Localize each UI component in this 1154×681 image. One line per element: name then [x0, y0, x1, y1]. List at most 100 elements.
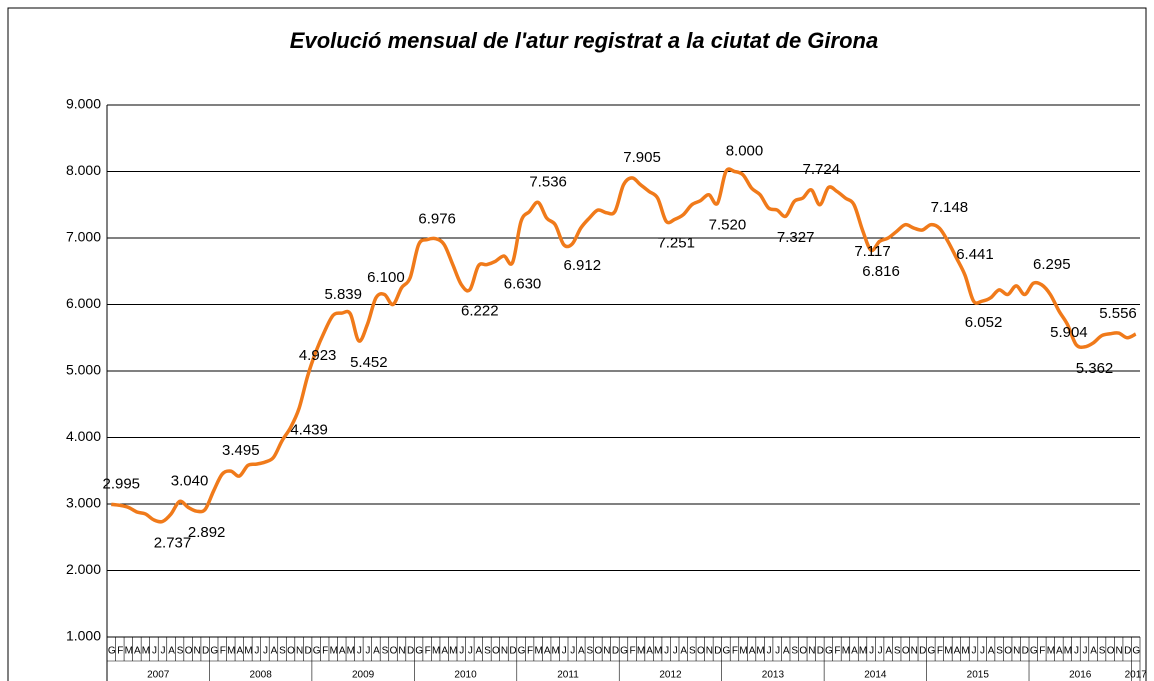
x-tick-label: S: [894, 646, 901, 657]
x-tick-label: S: [689, 646, 696, 657]
x-tick-label: G: [825, 646, 833, 657]
year-label: 2017: [1125, 670, 1148, 681]
data-label: 6.295: [1033, 256, 1071, 273]
x-tick-label: J: [562, 646, 567, 657]
x-tick-label: A: [680, 646, 687, 657]
x-tick-label: G: [415, 646, 423, 657]
x-tick-label: J: [1083, 646, 1088, 657]
x-tick-label: A: [646, 646, 653, 657]
x-tick-label: M: [739, 646, 747, 657]
x-tick-label: O: [697, 646, 705, 657]
x-tick-label: N: [398, 646, 405, 657]
x-tick-label: J: [570, 646, 575, 657]
x-tick-label: A: [476, 646, 483, 657]
x-tick-label: O: [1004, 646, 1012, 657]
data-label: 5.904: [1050, 324, 1088, 341]
data-label: 8.000: [726, 142, 764, 159]
x-tick-label: O: [1107, 646, 1115, 657]
x-tick-label: M: [961, 646, 969, 657]
chart-border: [7, 7, 1147, 681]
x-tick-label: M: [637, 646, 645, 657]
x-tick-label: G: [518, 646, 526, 657]
year-label: 2010: [454, 670, 477, 681]
x-tick-label: M: [842, 646, 850, 657]
x-tick-label: O: [492, 646, 500, 657]
x-tick-label: J: [459, 646, 464, 657]
x-tick-label: G: [313, 646, 321, 657]
x-tick-label: A: [885, 646, 892, 657]
x-tick-label: M: [125, 646, 133, 657]
data-label: 4.923: [299, 347, 337, 364]
x-tick-label: M: [227, 646, 235, 657]
x-tick-label: F: [220, 646, 226, 657]
year-label: 2015: [967, 670, 990, 681]
year-label: 2014: [864, 670, 887, 681]
data-label: 5.556: [1099, 305, 1137, 322]
x-tick-label: M: [654, 646, 662, 657]
x-tick-label: F: [1039, 646, 1045, 657]
x-tick-label: F: [322, 646, 328, 657]
data-label: 6.222: [461, 303, 499, 320]
x-tick-label: J: [357, 646, 362, 657]
x-tick-label: M: [756, 646, 764, 657]
year-label: 2016: [1069, 670, 1092, 681]
year-label: 2012: [659, 670, 682, 681]
x-tick-label: J: [980, 646, 985, 657]
x-tick-label: J: [869, 646, 874, 657]
x-tick-label: J: [1074, 646, 1079, 657]
x-tick-label: S: [587, 646, 594, 657]
x-tick-label: D: [407, 646, 414, 657]
data-label: 2.892: [188, 524, 226, 541]
y-tick-label: 8.000: [66, 162, 101, 178]
y-tick-label: 5.000: [66, 362, 101, 378]
x-tick-label: J: [664, 646, 669, 657]
year-label: 2011: [557, 670, 579, 681]
x-tick-label: G: [927, 646, 935, 657]
y-tick-label: 6.000: [66, 295, 101, 311]
x-tick-label: S: [791, 646, 798, 657]
data-label: 5.452: [350, 354, 388, 371]
x-tick-label: F: [527, 646, 533, 657]
x-tick-label: J: [254, 646, 259, 657]
y-tick-label: 7.000: [66, 229, 101, 245]
data-label: 6.816: [862, 263, 900, 280]
x-tick-label: D: [1022, 646, 1029, 657]
x-tick-label: J: [972, 646, 977, 657]
x-tick-label: S: [996, 646, 1003, 657]
data-label: 7.520: [709, 216, 747, 233]
x-tick-label: D: [305, 646, 312, 657]
year-label: 2007: [147, 670, 170, 681]
x-tick-label: M: [449, 646, 457, 657]
x-tick-label: N: [296, 646, 303, 657]
x-tick-label: J: [468, 646, 473, 657]
x-tick-label: N: [706, 646, 713, 657]
x-tick-label: A: [851, 646, 858, 657]
y-tick-label: 2.000: [66, 561, 101, 577]
y-tick-label: 1.000: [66, 628, 101, 644]
data-label: 3.495: [222, 442, 260, 459]
x-tick-label: A: [373, 646, 380, 657]
x-tick-label: S: [484, 646, 491, 657]
x-tick-label: J: [673, 646, 678, 657]
x-tick-label: F: [937, 646, 943, 657]
x-tick-label: S: [1099, 646, 1106, 657]
x-tick-label: J: [160, 646, 165, 657]
data-label: 6.441: [956, 246, 994, 263]
x-tick-label: G: [108, 646, 116, 657]
x-tick-label: S: [382, 646, 389, 657]
x-tick-label: D: [509, 646, 516, 657]
x-tick-label: A: [578, 646, 585, 657]
x-tick-label: M: [432, 646, 440, 657]
x-tick-label: D: [1124, 646, 1131, 657]
x-tick-label: O: [594, 646, 602, 657]
chart-title: Evolució mensual de l'atur registrat a l…: [290, 28, 878, 53]
x-tick-label: G: [1030, 646, 1038, 657]
x-tick-label: D: [714, 646, 721, 657]
x-tick-label: N: [501, 646, 508, 657]
x-tick-label: S: [279, 646, 286, 657]
x-tick-label: N: [194, 646, 201, 657]
data-label: 2.995: [102, 475, 140, 492]
x-tick-label: A: [168, 646, 175, 657]
x-tick-label: O: [390, 646, 398, 657]
